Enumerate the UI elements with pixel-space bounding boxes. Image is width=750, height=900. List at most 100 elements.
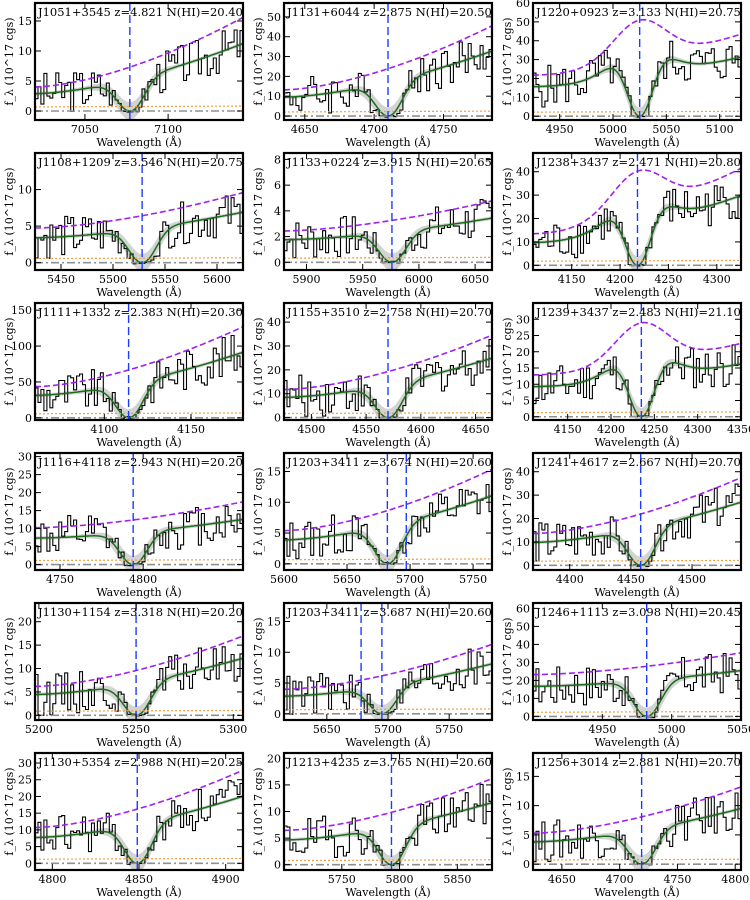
y-tick-label: 4 — [274, 205, 281, 218]
y-tick-label: 0 — [523, 110, 530, 123]
y-tick-label: 10 — [18, 184, 32, 197]
y-tick-label: 40 — [516, 638, 530, 651]
x-tick-label: 4600 — [407, 423, 435, 436]
error-line — [284, 859, 492, 862]
panel-frame — [33, 1, 245, 122]
spectrum-panel: 4650 4700 4750 4800 0 5 10 15 Wavelength (Å) f_λ … — [501, 751, 749, 899]
y-tick-label: 60 — [516, 0, 530, 10]
y-tick-label: 40 — [516, 35, 530, 48]
x-tick-label: 4100 — [90, 423, 118, 436]
panel-title: J1203+3411 z=3.674 N(HI)=20.60 — [286, 455, 492, 469]
spectrum-panel: 5900 5950 6000 6050 0 2 4 6 8 Wavelength (Å) f_λ (… — [252, 151, 494, 299]
x-axis-label: Wavelength (Å) — [345, 585, 430, 599]
spectrum-panel: 5750 5800 5850 0 5 10 15 20 Wavelength (Å) f_λ (1… — [252, 751, 494, 899]
error-line — [35, 257, 243, 260]
fit-uncertainty-band — [533, 359, 741, 420]
x-tick-label: 4650 — [291, 123, 319, 136]
y-axis-label: f_λ (10^17 cgs) — [501, 167, 514, 255]
y-tick-label: 20 — [18, 790, 32, 803]
x-tick-label: 5800 — [386, 873, 414, 886]
panel-title: J1256+3014 z=2.881 N(HI)=20.70 — [535, 755, 741, 769]
y-tick-label: 30 — [516, 54, 530, 67]
plot-area — [533, 153, 741, 270]
x-tick-label: 5100 — [706, 123, 734, 136]
continuum-curve — [35, 769, 243, 829]
y-axis-label: f_λ (10^17 cgs) — [252, 467, 265, 555]
x-tick-label: 5750 — [435, 723, 463, 736]
x-tick-label: 4200 — [606, 273, 634, 286]
y-tick-label: 60 — [516, 602, 530, 615]
panel-title: J1220+0923 z=3.133 N(HI)=20.75 — [535, 5, 741, 19]
y-tick-label: 5 — [523, 829, 530, 842]
y-tick-label: 10 — [516, 91, 530, 104]
error-line — [35, 412, 243, 415]
x-tick-label: 4800 — [721, 873, 749, 886]
x-tick-label: 4800 — [38, 873, 66, 886]
x-axis-label: Wavelength (Å) — [594, 735, 679, 749]
x-axis-label: Wavelength (Å) — [96, 135, 181, 149]
y-tick-label: 5 — [25, 220, 32, 233]
fit-uncertainty-band — [284, 800, 492, 870]
x-axis-label: Wavelength (Å) — [96, 585, 181, 599]
error-line — [284, 256, 492, 259]
y-tick-label: 150 — [11, 304, 32, 317]
panel-frame — [531, 451, 743, 572]
plot-area — [35, 753, 243, 870]
panel-frame — [282, 1, 494, 122]
y-tick-label: 20 — [267, 364, 281, 377]
y-tick-label: 15 — [267, 779, 281, 792]
x-tick-label: 5950 — [349, 273, 377, 286]
x-tick-label: 5500 — [99, 273, 127, 286]
x-axis-label: Wavelength (Å) — [345, 285, 430, 299]
y-tick-label: 0 — [523, 411, 530, 424]
panel-title: J1131+6044 z=2.875 N(HI)=20.50 — [286, 5, 492, 19]
spectrum-data-line — [35, 29, 243, 113]
fit-uncertainty-band — [533, 193, 741, 270]
y-tick-label: 20 — [516, 213, 530, 226]
y-tick-label: 10 — [18, 824, 32, 837]
y-axis-label: f_λ (10^17 cgs) — [252, 317, 265, 405]
plot-area — [533, 603, 741, 720]
x-tick-label: 4300 — [703, 273, 731, 286]
x-tick-label: 4850 — [125, 873, 153, 886]
x-tick-label: 4150 — [554, 423, 582, 436]
x-axis-label: Wavelength (Å) — [594, 285, 679, 299]
x-axis-label: Wavelength (Å) — [96, 885, 181, 899]
error-line — [533, 710, 741, 713]
y-tick-label: 15 — [516, 770, 530, 783]
x-tick-label: 5650 — [313, 723, 341, 736]
fit-uncertainty-band — [35, 656, 243, 720]
panel-title: J1239+3437 z=2.483 N(HI)=21.10 — [535, 305, 741, 319]
y-tick-label: 0 — [523, 559, 530, 572]
y-tick-label: 40 — [267, 316, 281, 329]
panel-frame — [282, 601, 494, 722]
panel-title: J1116+4118 z=2.943 N(HI)=20.20 — [37, 455, 243, 469]
continuum-curve — [35, 635, 243, 688]
x-tick-label: 5050 — [727, 723, 750, 736]
y-tick-label: 10 — [516, 692, 530, 705]
x-tick-label: 4900 — [212, 873, 240, 886]
y-tick-label: 10 — [18, 45, 32, 58]
panel-title: J1203+3411 z=3.687 N(HI)=20.60 — [286, 605, 492, 619]
plot-area — [284, 303, 492, 420]
fit-uncertainty-band — [284, 494, 492, 570]
spectrum-panel: 4500 4550 4600 4650 0 10 20 30 40 Wavelength (Å) f… — [252, 301, 494, 449]
y-tick-label: 5 — [523, 395, 530, 408]
x-tick-label: 4150 — [177, 423, 205, 436]
x-tick-label: 5300 — [219, 723, 247, 736]
spectrum-panel: 5650 5700 5750 0 5 10 15 Wavelength (Å) f_λ (10^… — [252, 601, 494, 749]
panel-title: J1130+1154 z=3.318 N(HI)=20.20 — [37, 605, 243, 619]
error-line — [284, 558, 492, 561]
x-axis-label: Wavelength (Å) — [96, 735, 181, 749]
spectrum-panel: 4150 4200 4250 4300 0 10 20 30 40 Wavelength (Å) f… — [501, 151, 743, 299]
y-axis-label: f_λ (10^17 cgs) — [3, 167, 16, 255]
spectrum-data-line — [533, 40, 741, 118]
x-tick-label: 4750 — [429, 123, 457, 136]
spectrum-data-line — [35, 780, 243, 865]
x-axis-label: Wavelength (Å) — [345, 435, 430, 449]
voigt-fit-curve — [533, 501, 741, 567]
spectrum-panel: 5200 5250 5300 0 5 10 15 20 Wavelength (Å) f_λ (1… — [3, 601, 247, 749]
plot-area — [35, 453, 243, 570]
y-tick-label: 15 — [18, 15, 32, 28]
